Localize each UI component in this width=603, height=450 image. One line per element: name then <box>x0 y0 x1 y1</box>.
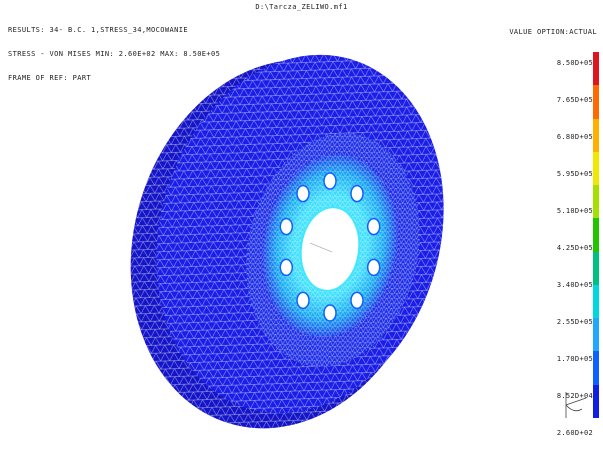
legend-swatch <box>593 218 599 252</box>
bolt-hole <box>296 184 310 203</box>
legend-value: 5.10D+05 <box>556 207 593 215</box>
center-bore <box>299 206 361 292</box>
legend-swatch <box>593 318 599 352</box>
legend-swatch <box>593 118 599 152</box>
bolt-hole <box>323 304 337 322</box>
results-line: RESULTS: 34- B.C. 1,STRESS_34,MOCOWANIE <box>8 26 188 34</box>
legend-value: 6.80D+05 <box>556 133 593 141</box>
legend-value: 2.55D+05 <box>556 318 593 326</box>
legend-swatch <box>593 384 599 418</box>
bolt-hole <box>350 184 364 203</box>
legend-colorbar <box>593 52 599 418</box>
results-header: RESULTS: 34- B.C. 1,STRESS_34,MOCOWANIE … <box>8 10 220 90</box>
frame-line: FRAME OF REF: PART <box>8 74 92 82</box>
bolt-holes <box>279 172 381 322</box>
legend-value: 8.50D+05 <box>556 59 593 67</box>
legend-value: 8.52D+04 <box>556 392 593 400</box>
legend-value: 2.60D+02 <box>556 429 593 437</box>
legend-swatch <box>593 185 599 219</box>
legend-value: 4.25D+05 <box>556 244 593 252</box>
bolt-hole <box>296 291 310 310</box>
legend-swatch <box>593 85 599 119</box>
bolt-hole <box>279 258 294 277</box>
bolt-hole <box>366 258 381 277</box>
stress-line: STRESS - VON MISES MIN: 2.60E+02 MAX: 8.… <box>8 50 221 58</box>
bolt-hole <box>366 217 381 236</box>
legend-swatch <box>593 151 599 186</box>
legend-value: 5.95D+05 <box>556 170 593 178</box>
legend-swatch <box>593 251 599 285</box>
legend-value: 7.65D+05 <box>556 96 593 104</box>
file-title: D:\Tarcza_ZELIWO.mf1 <box>255 3 348 11</box>
axis-triad-icon <box>565 392 587 418</box>
legend-value: 1.70D+05 <box>556 355 593 363</box>
brake-disc-model <box>130 54 444 429</box>
legend-swatch <box>593 52 599 86</box>
value-option: VALUE OPTION:ACTUAL <box>509 28 597 36</box>
bolt-hole <box>323 172 337 190</box>
legend-value: 3.40D+05 <box>556 281 593 289</box>
legend-swatch <box>593 284 599 319</box>
bolt-hole <box>350 291 364 310</box>
bolt-hole <box>279 217 294 236</box>
legend-swatch <box>593 351 599 385</box>
